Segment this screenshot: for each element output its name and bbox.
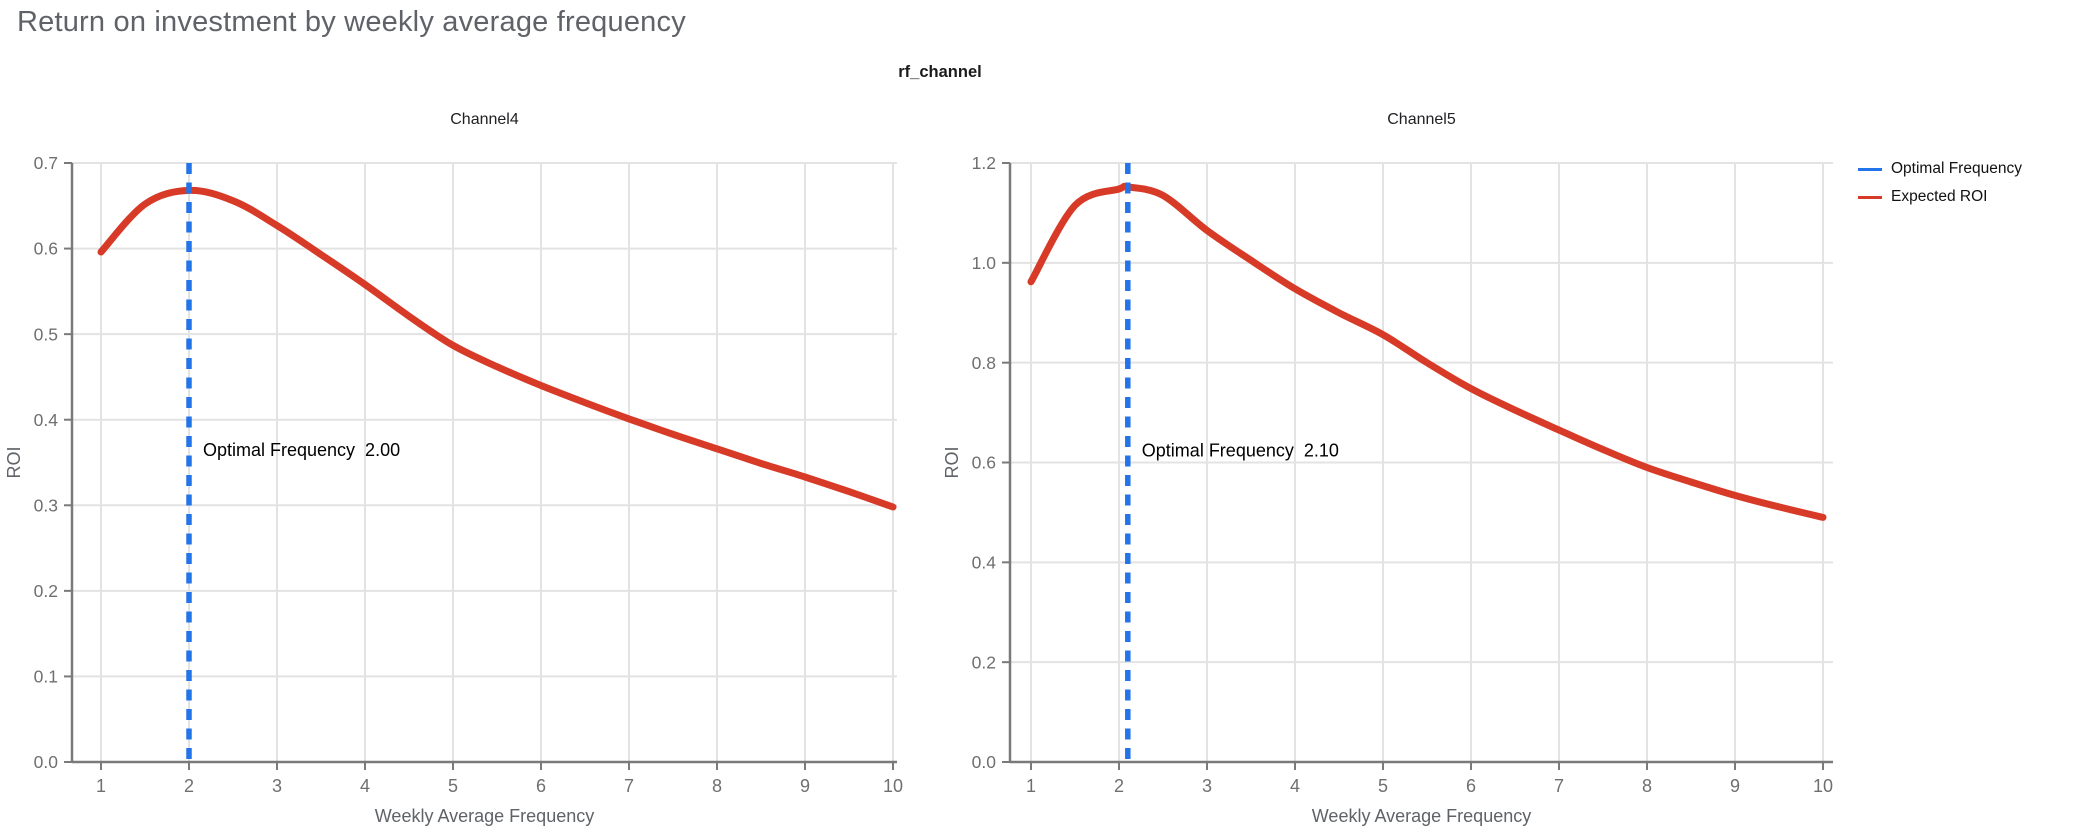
expected-roi-line-icon: [1858, 195, 1882, 199]
y-axis-title: ROI: [942, 446, 962, 478]
y-tick-label: 0.2: [972, 652, 996, 672]
y-tick-label: 0.6: [34, 239, 58, 259]
y-tick-label: 1.2: [972, 153, 996, 173]
y-tick-label: 0.2: [34, 581, 58, 601]
x-tick-label: 2: [184, 776, 194, 796]
y-tick-label: 0.6: [972, 453, 996, 473]
y-tick-label: 0.4: [972, 552, 997, 572]
page-title: Return on investment by weekly average f…: [17, 6, 686, 38]
x-tick-label: 7: [1554, 776, 1564, 796]
y-tick-label: 0.3: [34, 495, 58, 515]
y-tick-label: 0.0: [972, 752, 997, 772]
y-tick-label: 0.7: [34, 153, 58, 173]
x-tick-label: 6: [536, 776, 546, 796]
x-axis-title: Weekly Average Frequency: [375, 806, 594, 826]
x-tick-label: 9: [800, 776, 810, 796]
x-tick-label: 2: [1114, 776, 1124, 796]
x-axis-title: Weekly Average Frequency: [1312, 806, 1531, 826]
x-tick-label: 5: [1378, 776, 1388, 796]
expected-roi-curve: [97, 186, 897, 511]
x-tick-label: 3: [272, 776, 282, 796]
legend-item-expected-roi: Expected ROI: [1858, 188, 2022, 206]
gridlines: [1010, 162, 1833, 763]
y-tick-label: 0.0: [34, 752, 59, 772]
legend: Optimal Frequency Expected ROI: [1858, 160, 2022, 206]
x-tick-label: 6: [1466, 776, 1476, 796]
y-tick-label: 0.8: [972, 353, 996, 373]
y-tick-label: 0.4: [34, 410, 59, 430]
x-tick-label: 7: [624, 776, 634, 796]
axes: 0.0 0.1 0.2 0.3 0.4 0.5 0.6 0.7 1 2 3 4 5 6 7 8 9 10: [34, 153, 903, 796]
x-tick-label: 8: [712, 776, 722, 796]
axes: 0.0 0.2 0.4 0.6 0.8 1.0 1.2 1 2 3 4 5 6 7 8 9 10: [972, 153, 1833, 796]
y-tick-label: 0.5: [34, 324, 58, 344]
chart-channel5: 0.0 0.2 0.4 0.6 0.8 1.0 1.2 1 2 3 4 5 6 7 8 9 10 Weekly A…: [942, 111, 1833, 826]
x-tick-label: 4: [360, 776, 370, 796]
x-tick-label: 4: [1290, 776, 1300, 796]
x-tick-label: 10: [1813, 776, 1833, 796]
x-tick-label: 9: [1730, 776, 1740, 796]
x-tick-label: 3: [1202, 776, 1212, 796]
chart-title: Channel5: [1387, 111, 1456, 128]
optimal-frequency-annotation: Optimal Frequency 2.10: [1142, 440, 1339, 460]
y-tick-label: 1.0: [972, 253, 997, 273]
y-tick-label: 0.1: [34, 667, 58, 687]
legend-label: Expected ROI: [1891, 188, 1988, 205]
x-tick-label: 1: [1026, 776, 1036, 796]
legend-item-optimal-frequency: Optimal Frequency: [1858, 160, 2022, 178]
x-tick-label: 1: [96, 776, 106, 796]
expected-roi-curve: [1027, 182, 1827, 521]
x-tick-label: 5: [448, 776, 458, 796]
facet-title: rf_channel: [898, 63, 982, 81]
chart-channel4: 0.0 0.1 0.2 0.3 0.4 0.5 0.6 0.7 1 2 3 4 5 6 7 8 9 10 Weekl…: [4, 111, 903, 826]
y-axis-title: ROI: [4, 446, 24, 478]
chart-title: Channel4: [450, 111, 519, 128]
optimal-frequency-line-icon: [1858, 167, 1882, 171]
optimal-frequency-annotation: Optimal Frequency 2.00: [203, 440, 400, 460]
legend-label: Optimal Frequency: [1891, 160, 2022, 177]
gridlines: [72, 162, 897, 763]
x-tick-label: 10: [883, 776, 903, 796]
x-tick-label: 8: [1642, 776, 1652, 796]
